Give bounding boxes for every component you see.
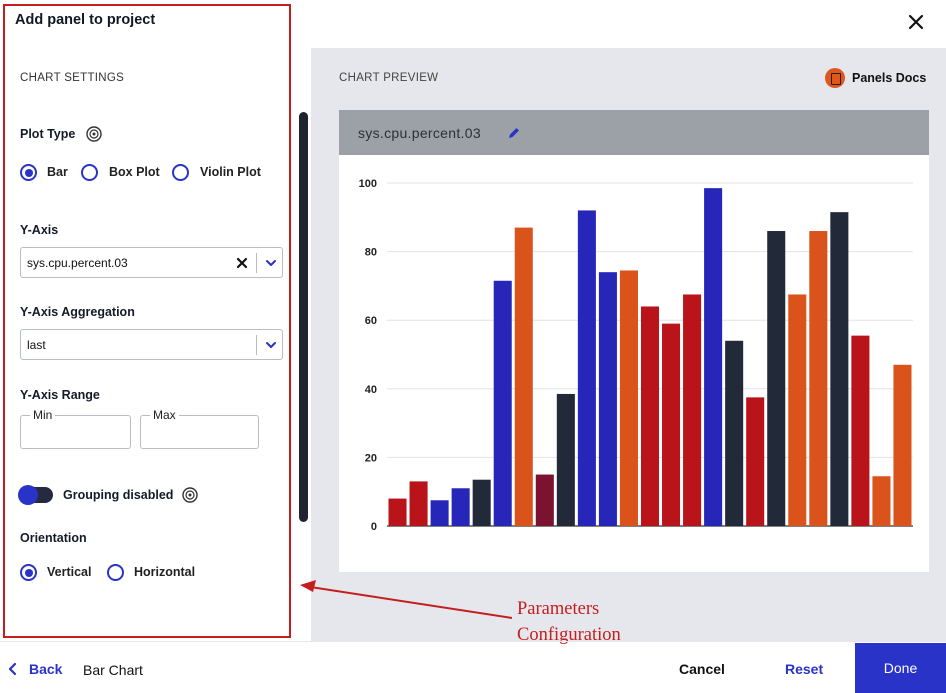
chart-card-header: sys.cpu.percent.03 xyxy=(339,110,929,155)
chart-bar[interactable] xyxy=(662,323,681,526)
chart-bar[interactable] xyxy=(535,474,554,526)
y-axis-select[interactable]: sys.cpu.percent.03 xyxy=(20,247,283,278)
chart-bar[interactable] xyxy=(767,231,786,526)
y-axis-value: sys.cpu.percent.03 xyxy=(27,256,128,270)
select-separator xyxy=(256,335,257,355)
panels-docs-link[interactable]: Panels Docs xyxy=(825,68,926,88)
y-axis-min-legend: Min xyxy=(30,408,56,422)
chevron-down-icon[interactable] xyxy=(264,338,278,352)
chart-bar[interactable] xyxy=(451,488,470,526)
y-axis-aggregation-value: last xyxy=(27,338,46,352)
chart-bar[interactable] xyxy=(725,340,744,526)
y-axis-max-input[interactable] xyxy=(140,415,259,449)
cancel-button[interactable]: Cancel xyxy=(679,661,725,677)
chart-bar[interactable] xyxy=(409,481,428,526)
clear-icon[interactable] xyxy=(236,257,248,269)
annotation-text: Parameters Configuration xyxy=(517,599,621,645)
chevron-left-icon[interactable] xyxy=(7,662,19,676)
orientation-label: Orientation xyxy=(20,531,87,545)
chart-settings-panel: CHART SETTINGS Plot Type Bar Box Plot Vi… xyxy=(0,0,310,641)
chart-bar[interactable] xyxy=(577,210,596,526)
plot-type-violin-label[interactable]: Violin Plot xyxy=(200,165,261,179)
dialog-title: Add panel to project xyxy=(15,12,156,28)
y-tick-label: 20 xyxy=(365,452,377,464)
plot-type-violin-radio[interactable] xyxy=(172,164,189,181)
back-button[interactable]: Back xyxy=(7,661,62,677)
plot-type-bar-radio[interactable] xyxy=(20,164,37,181)
y-axis-label: Y-Axis xyxy=(20,223,59,237)
chart-bar[interactable] xyxy=(746,397,765,526)
breadcrumb-current: Bar Chart xyxy=(83,662,143,678)
chart-bar[interactable] xyxy=(851,335,870,526)
footer-divider xyxy=(0,641,946,642)
chart-card: sys.cpu.percent.03 0 20 40 60 80 100 xyxy=(339,110,929,572)
chart-bar[interactable] xyxy=(430,500,449,526)
close-icon[interactable] xyxy=(904,10,928,34)
pencil-icon[interactable] xyxy=(507,126,521,140)
docs-icon xyxy=(825,68,845,88)
chart-bar[interactable] xyxy=(619,270,638,526)
close-button[interactable] xyxy=(904,10,928,34)
orientation-vertical-radio[interactable] xyxy=(20,564,37,581)
panels-docs-label: Panels Docs xyxy=(852,71,927,85)
orientation-vertical-label[interactable]: Vertical xyxy=(47,565,92,579)
chart-bar[interactable] xyxy=(514,227,533,526)
chart-bar[interactable] xyxy=(809,231,828,526)
chart-bar[interactable] xyxy=(704,188,723,526)
chart-title: sys.cpu.percent.03 xyxy=(358,125,481,141)
y-tick-label: 0 xyxy=(371,521,377,533)
chart-settings-heading: CHART SETTINGS xyxy=(20,72,125,84)
bar-chart: 0 20 40 60 80 100 xyxy=(359,178,913,533)
back-label[interactable]: Back xyxy=(29,661,63,677)
settings-scrollbar[interactable] xyxy=(299,112,308,522)
orientation-horizontal-radio[interactable] xyxy=(107,564,124,581)
y-tick-label: 40 xyxy=(365,384,377,396)
grouping-label: Grouping disabled xyxy=(63,488,174,502)
y-axis-range-label: Y-Axis Range xyxy=(20,388,100,402)
plot-type-boxplot-radio[interactable] xyxy=(81,164,98,181)
chart-bar[interactable] xyxy=(598,272,617,526)
chart-bar[interactable] xyxy=(893,364,912,526)
chart-bar[interactable] xyxy=(388,498,407,526)
plot-type-label: Plot Type xyxy=(20,127,76,141)
y-tick-label: 60 xyxy=(365,315,377,327)
y-tick-label: 80 xyxy=(365,247,377,259)
plot-type-bar-label[interactable]: Bar xyxy=(47,165,68,179)
y-axis-aggregation-select[interactable]: last xyxy=(20,329,283,360)
orientation-horizontal-label[interactable]: Horizontal xyxy=(134,565,196,579)
chart-bar[interactable] xyxy=(472,479,491,526)
chart-bar[interactable] xyxy=(493,280,512,526)
done-button[interactable]: Done xyxy=(855,643,946,693)
chart-bar[interactable] xyxy=(640,306,660,526)
grouping-toggle-knob[interactable] xyxy=(18,485,38,505)
y-axis-aggregation-label: Y-Axis Aggregation xyxy=(20,305,135,319)
chart-bar[interactable] xyxy=(788,294,807,526)
chart-preview-heading: CHART PREVIEW xyxy=(339,72,439,84)
plot-type-boxplot-label[interactable]: Box Plot xyxy=(109,165,160,179)
info-icon[interactable] xyxy=(86,126,102,142)
y-tick-label: 100 xyxy=(359,178,377,190)
select-separator xyxy=(256,253,257,273)
chevron-down-icon[interactable] xyxy=(264,256,278,270)
y-axis-max-legend: Max xyxy=(150,408,179,422)
chart-bar[interactable] xyxy=(683,294,702,526)
reset-button[interactable]: Reset xyxy=(785,661,824,677)
chart-bar[interactable] xyxy=(872,476,891,526)
chart-bar[interactable] xyxy=(830,212,849,526)
info-icon[interactable] xyxy=(182,487,198,503)
chart-bar[interactable] xyxy=(556,393,575,526)
